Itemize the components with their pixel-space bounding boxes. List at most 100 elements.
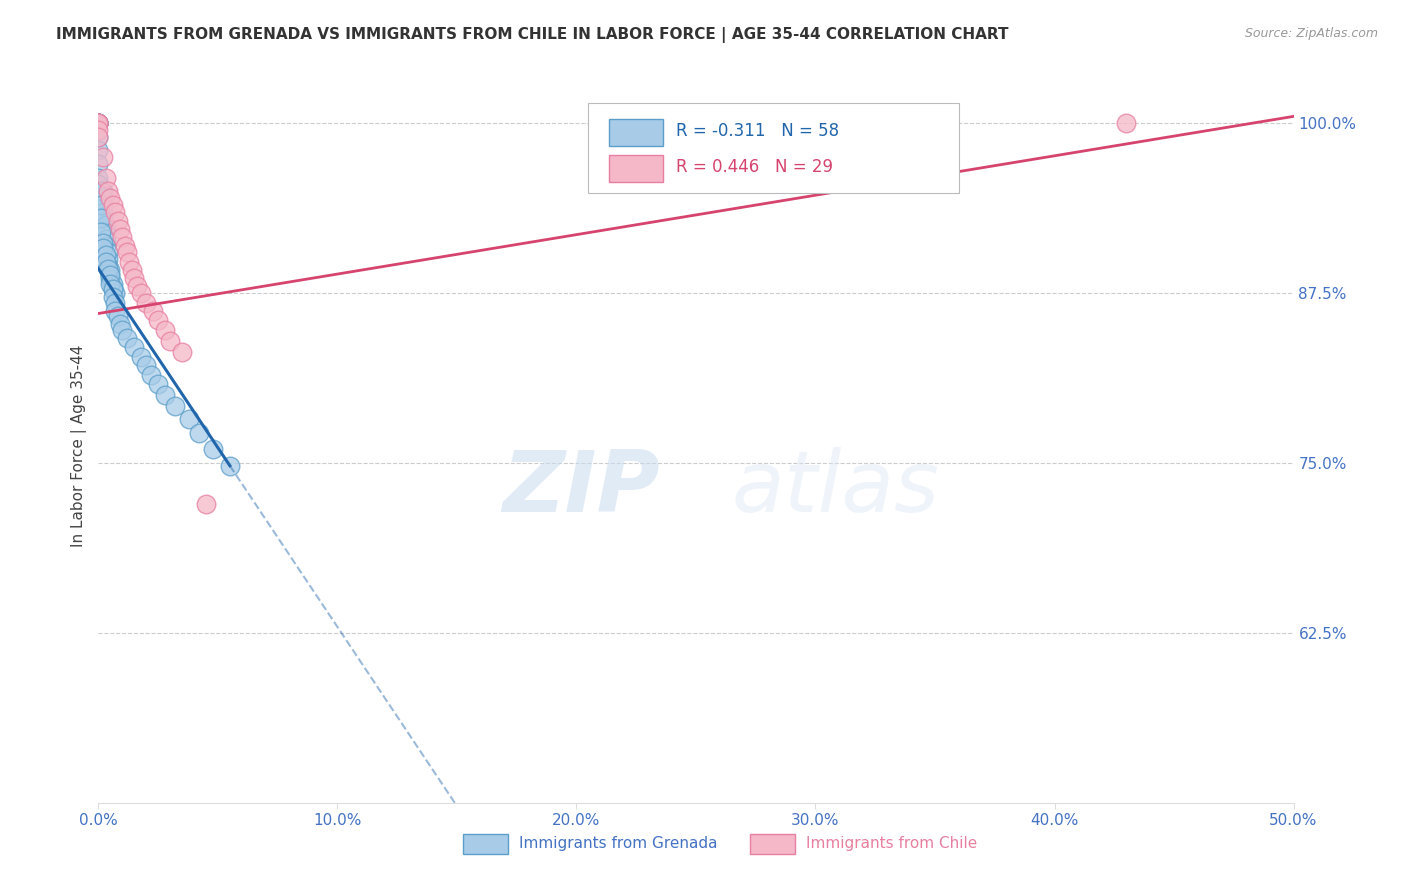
Point [195,497,218,511]
Point [94,248,117,262]
Point [111,230,134,244]
Point [124,341,146,355]
Text: atlas: atlas [733,447,939,531]
Point [91,150,114,164]
Point [107,214,129,228]
Point [104,295,127,310]
Point [107,309,129,323]
Text: Immigrants from Chile: Immigrants from Chile [806,836,977,851]
Point [97,252,120,266]
Point [219,458,242,473]
Point [104,286,127,301]
Point [159,334,181,348]
Point [115,245,138,260]
FancyBboxPatch shape [609,155,662,182]
Point [98,191,122,205]
Point [202,442,225,457]
Point [87,178,110,192]
Point [87,116,110,130]
Point [87,116,110,130]
Point [98,268,122,283]
Point [94,218,117,232]
Point [87,116,110,130]
Point [101,290,124,304]
Text: ZIP: ZIP [502,447,661,531]
Text: Source: ZipAtlas.com: Source: ZipAtlas.com [1244,27,1378,40]
FancyBboxPatch shape [749,834,796,855]
Point [98,263,122,277]
Point [125,279,148,293]
Point [172,344,194,359]
Point [104,204,127,219]
Point [104,303,127,318]
Point [91,204,114,219]
Point [121,263,143,277]
Point [87,170,110,185]
Point [163,399,186,413]
FancyBboxPatch shape [463,834,509,855]
Point [135,295,157,310]
Y-axis label: In Labor Force | Age 35-44: In Labor Force | Age 35-44 [72,345,87,547]
Point [118,255,141,269]
Point [87,116,110,130]
Point [87,116,110,130]
Point [101,282,124,296]
Text: R = -0.311   N = 58: R = -0.311 N = 58 [676,122,839,140]
Point [94,255,117,269]
Point [90,211,112,226]
Point [97,259,120,273]
Point [101,282,124,296]
Point [115,331,138,345]
Point [101,277,124,291]
Point [139,368,162,382]
Point [97,184,120,198]
Point [131,286,153,301]
Point [91,184,114,198]
Point [91,191,114,205]
Point [97,245,120,260]
Text: IMMIGRANTS FROM GRENADA VS IMMIGRANTS FROM CHILE IN LABOR FORCE | AGE 35-44 CORR: IMMIGRANTS FROM GRENADA VS IMMIGRANTS FR… [56,27,1008,43]
Point [91,241,114,255]
FancyBboxPatch shape [589,103,959,193]
Point [155,323,177,337]
Text: Immigrants from Grenada: Immigrants from Grenada [519,836,717,851]
Point [155,388,177,402]
Point [91,198,114,212]
Point [98,272,122,286]
Point [1115,116,1137,130]
Point [87,116,110,130]
Point [179,412,201,426]
Point [87,129,110,144]
Point [97,261,120,276]
FancyBboxPatch shape [609,120,662,146]
Point [148,313,170,327]
Point [87,129,110,144]
Point [91,235,114,250]
Point [114,238,136,252]
Point [94,170,117,185]
Point [87,144,110,158]
Point [101,198,124,212]
Point [187,426,209,441]
Point [94,238,117,252]
Point [108,318,131,332]
Point [87,116,110,130]
Point [91,211,114,226]
Point [94,232,117,246]
Point [90,225,112,239]
Point [142,303,165,318]
Point [108,222,131,236]
Point [87,157,110,171]
Point [90,198,112,212]
Point [135,358,157,372]
Point [148,377,170,392]
Point [90,184,112,198]
Text: R = 0.446   N = 29: R = 0.446 N = 29 [676,158,832,176]
Point [87,116,110,130]
Point [131,350,153,364]
Point [111,323,134,337]
Point [94,225,117,239]
Point [98,277,122,291]
Point [98,268,122,283]
Point [87,123,110,137]
